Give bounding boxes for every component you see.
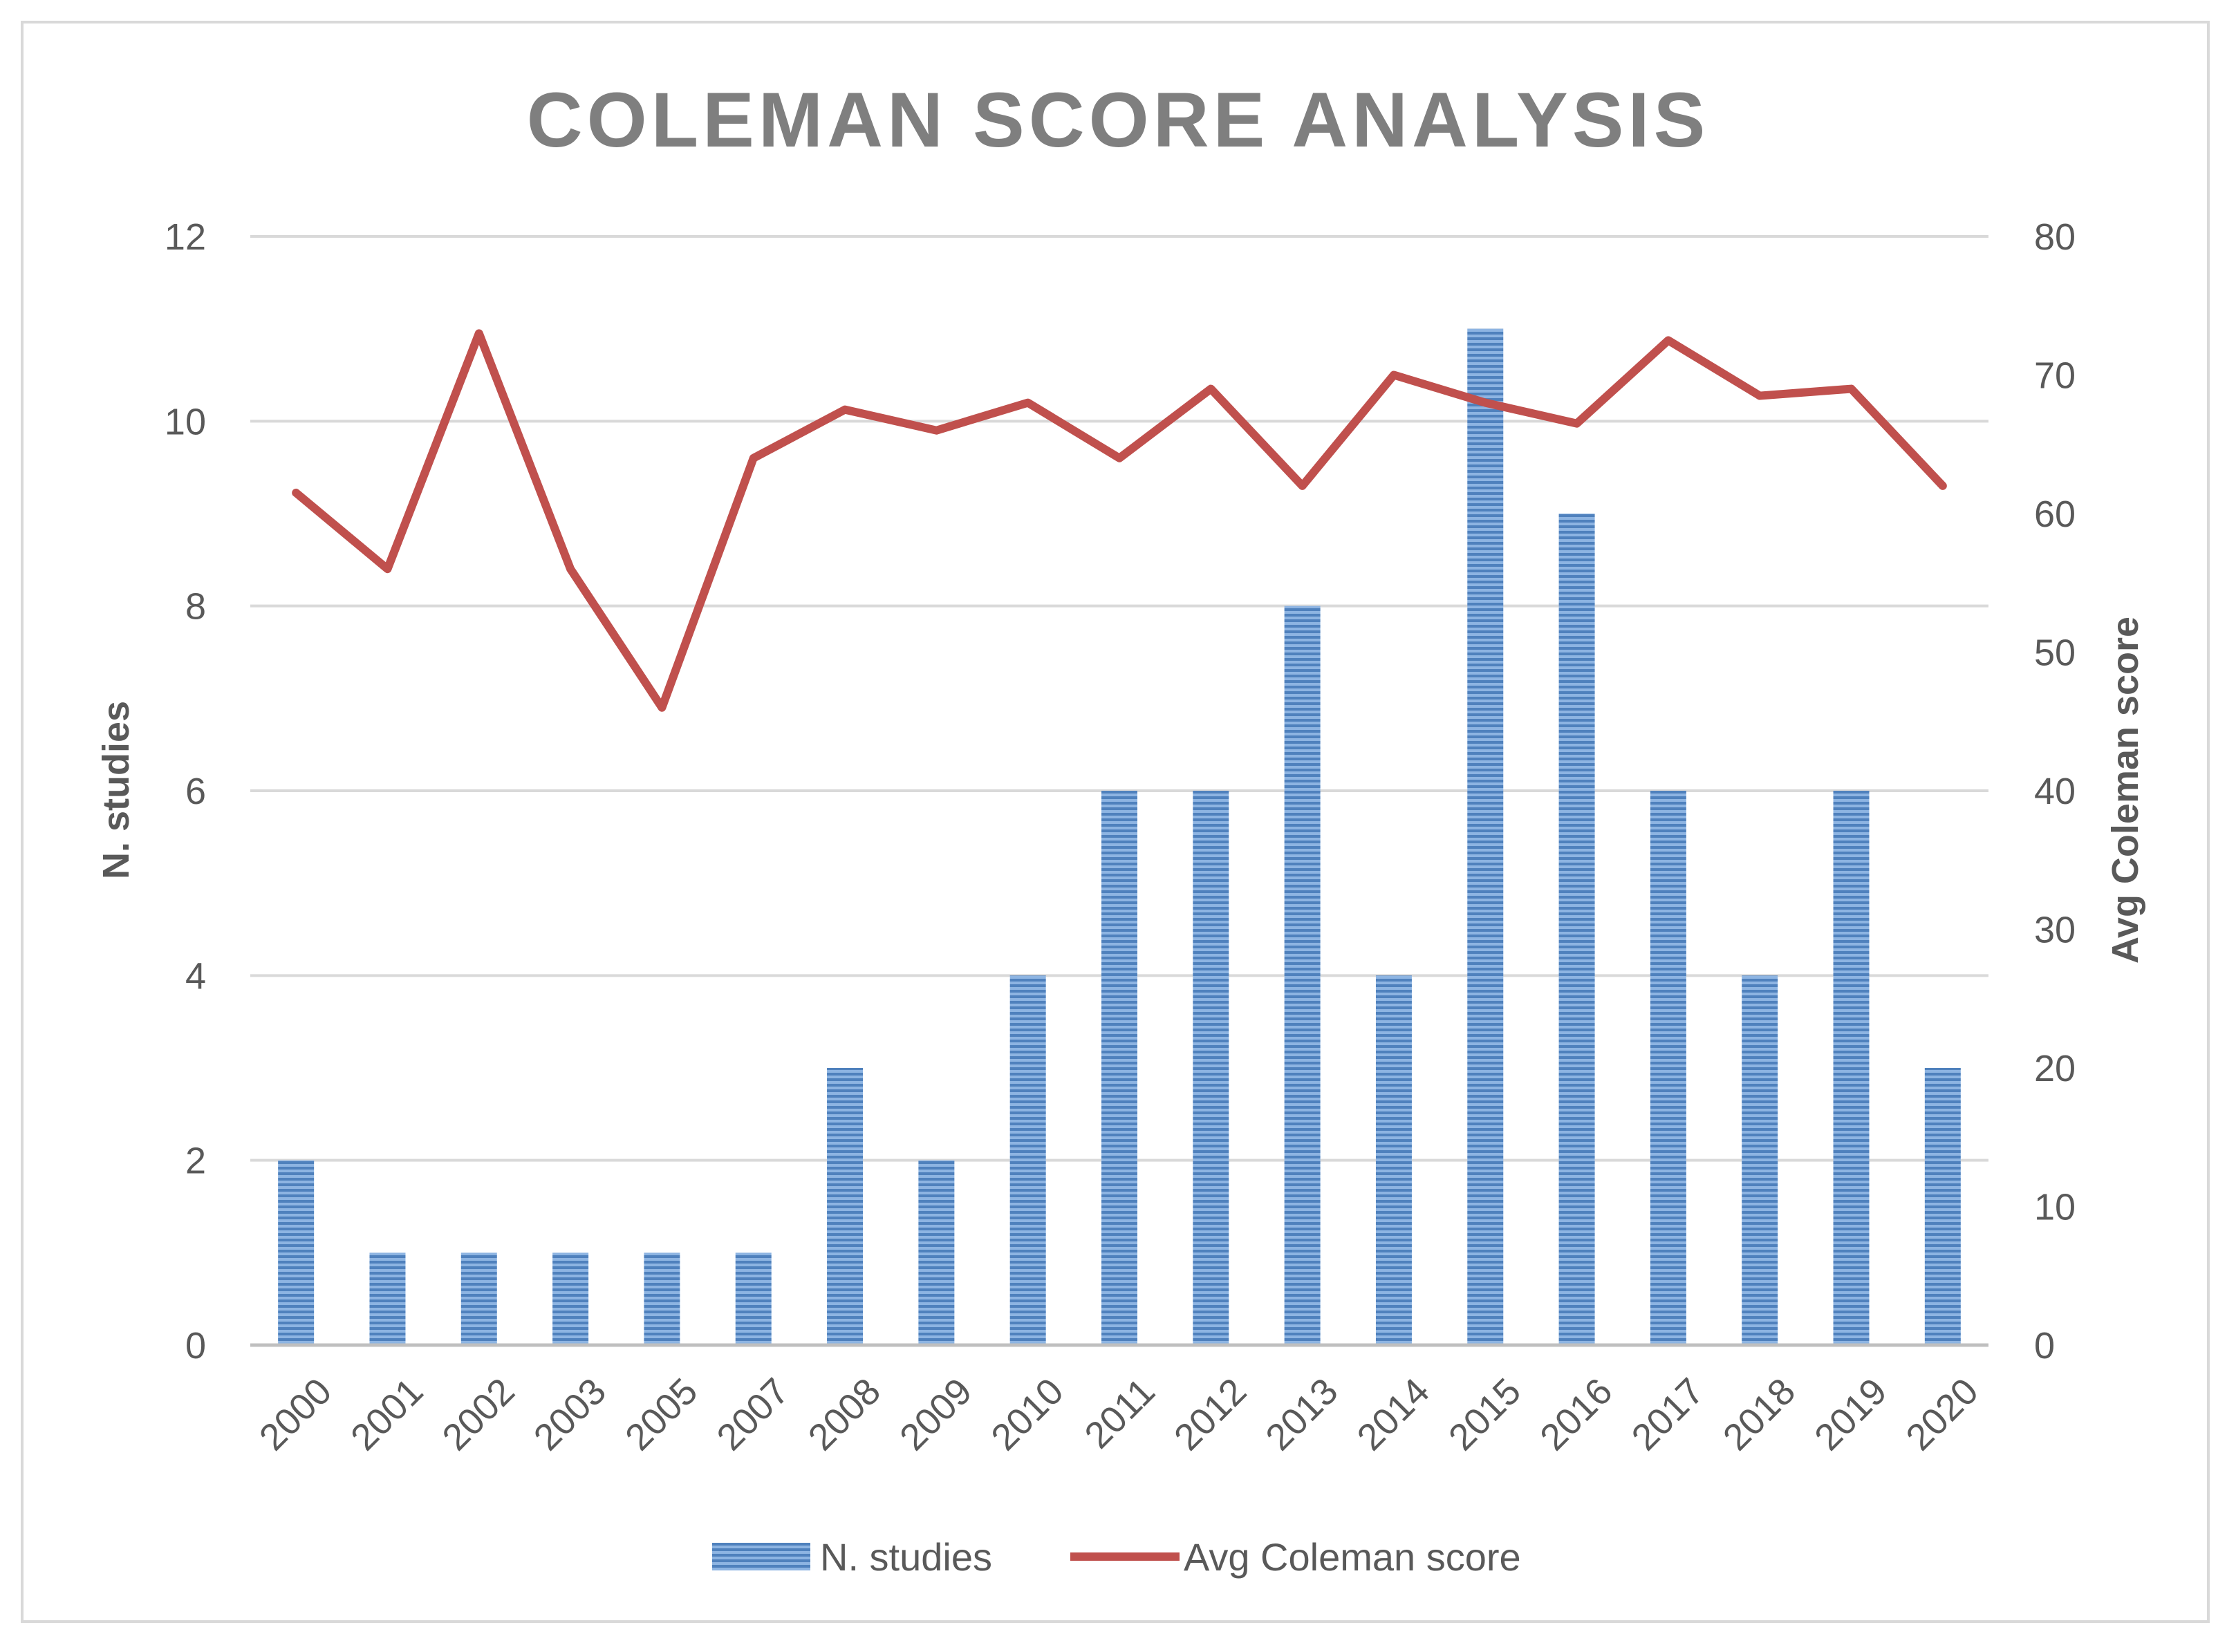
x-tick-label: 2017 [1624, 1371, 1712, 1458]
right-y-tick-label: 70 [2034, 355, 2076, 397]
right-y-tick-label: 80 [2034, 216, 2076, 258]
series-line-avg-coleman-score [292, 329, 1947, 712]
line-point [478, 332, 480, 335]
bar [1558, 514, 1595, 1345]
legend-swatch-n-studies [712, 1543, 810, 1570]
left-y-axis-ticks: 0 2 4 6 8 10 12 [165, 216, 206, 1367]
left-y-tick-label: 4 [185, 955, 206, 997]
x-tick-label: 2010 [983, 1371, 1071, 1458]
x-tick-label: 2005 [617, 1371, 705, 1458]
right-y-axis-ticks: 0 10 20 30 40 50 60 70 80 [2034, 216, 2076, 1367]
x-tick-label: 2018 [1715, 1371, 1803, 1458]
bar [918, 1160, 955, 1345]
x-tick-label: 2000 [252, 1371, 339, 1458]
line-point [1667, 339, 1669, 341]
right-y-tick-label: 20 [2034, 1048, 2076, 1089]
legend: N. studies Avg Coleman score [712, 1535, 1521, 1579]
bar [278, 1160, 315, 1345]
left-y-axis-title: N. studies [95, 701, 137, 879]
left-y-tick-label: 2 [185, 1141, 206, 1182]
line-point [1850, 388, 1852, 390]
right-y-tick-label: 40 [2034, 771, 2076, 812]
line-point [844, 409, 846, 411]
line-point [1027, 402, 1029, 404]
bar [1833, 791, 1870, 1345]
bar [1375, 975, 1412, 1345]
right-y-tick-label: 60 [2034, 494, 2076, 535]
line-point [570, 568, 572, 570]
line-point [661, 706, 663, 708]
right-y-tick-label: 0 [2034, 1325, 2055, 1367]
bar [1009, 975, 1046, 1345]
x-tick-label: 2011 [1077, 1371, 1163, 1457]
legend-label-avg-coleman-score: Avg Coleman score [1184, 1535, 1521, 1579]
bar [552, 1252, 589, 1345]
line-point [752, 457, 754, 459]
bar [369, 1252, 406, 1345]
bar [644, 1252, 680, 1345]
left-y-tick-label: 10 [165, 401, 206, 442]
line-point [1210, 388, 1212, 390]
x-tick-label: 2002 [434, 1371, 522, 1458]
x-tick-label: 2007 [709, 1371, 796, 1458]
chart-title: COLEMAN SCORE ANALYSIS [527, 77, 1710, 163]
x-tick-label: 2012 [1166, 1371, 1254, 1458]
right-y-tick-label: 10 [2034, 1187, 2076, 1228]
x-axis-ticks: 2000 2001 2002 2003 2005 2007 2008 2009 2010 2011… [252, 1371, 1986, 1458]
x-tick-label: 2008 [801, 1371, 888, 1458]
x-tick-label: 2016 [1532, 1371, 1620, 1458]
x-tick-label: 2014 [1350, 1371, 1437, 1458]
right-y-axis-title: Avg Coleman score [2105, 617, 2146, 964]
bar [1742, 975, 1778, 1345]
line-point [1392, 374, 1395, 376]
left-y-tick-label: 6 [185, 771, 206, 812]
gridlines [250, 235, 1988, 1162]
left-y-tick-label: 12 [165, 216, 206, 258]
line-point [935, 429, 938, 431]
x-tick-label: 2015 [1441, 1371, 1529, 1458]
x-tick-label: 2013 [1258, 1371, 1345, 1458]
bar [1650, 791, 1686, 1345]
bar [1924, 1068, 1961, 1345]
right-y-tick-label: 50 [2034, 632, 2076, 674]
bar-series [278, 328, 1961, 1346]
left-y-tick-label: 8 [185, 586, 206, 628]
x-tick-label: 2003 [526, 1371, 614, 1458]
x-tick-label: 2001 [343, 1371, 431, 1458]
line-point [295, 491, 297, 494]
line-point [1484, 402, 1487, 404]
bar [827, 1068, 864, 1345]
line-point [1576, 422, 1578, 424]
bar [735, 1252, 772, 1345]
legend-label-n-studies: N. studies [820, 1535, 992, 1579]
x-tick-label: 2009 [892, 1371, 980, 1458]
line-point [386, 568, 389, 570]
line-point [1759, 395, 1761, 397]
right-y-tick-label: 30 [2034, 910, 2076, 951]
bar [1467, 328, 1504, 1346]
line-point [1301, 485, 1303, 487]
line-point [1119, 457, 1120, 459]
x-tick-label: 2020 [1898, 1371, 1986, 1458]
bar [1193, 791, 1229, 1345]
line-point [1941, 485, 1944, 487]
bar [1284, 606, 1321, 1345]
line-series [292, 329, 1947, 712]
left-y-tick-label: 0 [185, 1325, 206, 1367]
bar [1101, 791, 1137, 1345]
x-tick-label: 2019 [1807, 1371, 1894, 1458]
bar [460, 1252, 497, 1345]
